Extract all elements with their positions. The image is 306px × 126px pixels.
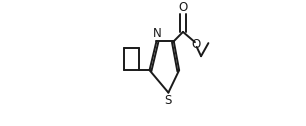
Text: N: N — [153, 26, 162, 40]
Text: S: S — [165, 94, 172, 107]
Text: O: O — [191, 38, 200, 51]
Text: O: O — [178, 1, 188, 14]
